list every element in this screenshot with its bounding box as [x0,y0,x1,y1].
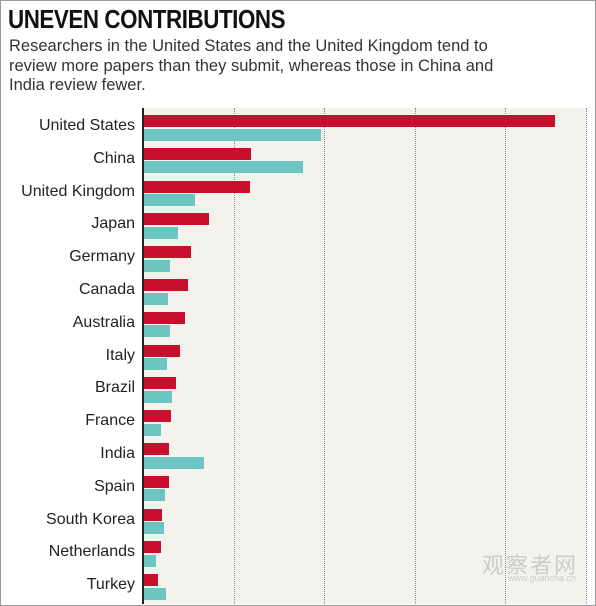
bar-teal-spain [144,489,165,502]
bar-red-france [144,410,172,423]
bar-red-india [144,443,170,455]
bar-red-canada [144,279,189,291]
category-label: India [100,445,135,462]
watermark: 观察者网 [481,553,578,578]
bar-red-japan [144,213,209,226]
bar-teal-japan [144,226,179,239]
bar-teal-india [144,456,204,469]
bar-red-spain [144,475,170,488]
watermark-url: www.guancha.cn [507,573,576,583]
bar-red-brazil [144,377,176,390]
category-label: France [85,412,135,430]
bar-teal-germany [144,259,171,272]
category-label: Netherlands [48,543,135,561]
category-label: Brazil [94,379,135,397]
category-label: Australia [72,313,135,331]
gridline [505,108,506,604]
category-label: Italy [105,346,135,364]
chart-title: UNEVEN CONTRIBUTIONS [8,4,286,34]
category-label: Spain [94,477,135,495]
bar-red-netherlands [144,541,162,554]
bar-teal-turkey [144,587,166,600]
gridline [234,108,235,604]
bar-red-united-states [144,115,556,127]
bar-teal-brazil [144,390,172,403]
bar-red-germany [144,246,191,259]
bar-red-italy [144,344,181,357]
category-label: United Kingdom [21,182,135,200]
category-label: South Korea [46,510,135,528]
bar-teal-united-states [144,128,321,141]
bar-red-united-kingdom [144,180,251,193]
category-label: Japan [91,215,135,233]
bar-teal-france [144,423,162,436]
bar-teal-netherlands [144,554,156,567]
category-label: Turkey [86,576,135,594]
bar-teal-canada [144,292,169,305]
category-label: Canada [78,281,135,298]
gridline [586,108,587,604]
gridline [415,108,416,604]
bar-red-turkey [144,574,158,587]
bar-red-south-korea [144,508,163,521]
bar-teal-italy [144,358,168,371]
gridline [324,108,325,604]
bar-red-australia [144,311,186,324]
chart-subtitle: Researchers in the United States and the… [9,37,494,94]
bar-teal-south-korea [144,522,164,535]
category-label: China [93,149,135,167]
category-label: Germany [69,248,135,266]
category-label: United States [38,117,135,134]
plot-area [142,108,587,604]
y-axis-line [142,108,144,604]
bar-teal-china [144,161,303,174]
bar-red-china [144,147,252,160]
bar-teal-united-kingdom [144,194,196,207]
bar-teal-australia [144,325,171,338]
